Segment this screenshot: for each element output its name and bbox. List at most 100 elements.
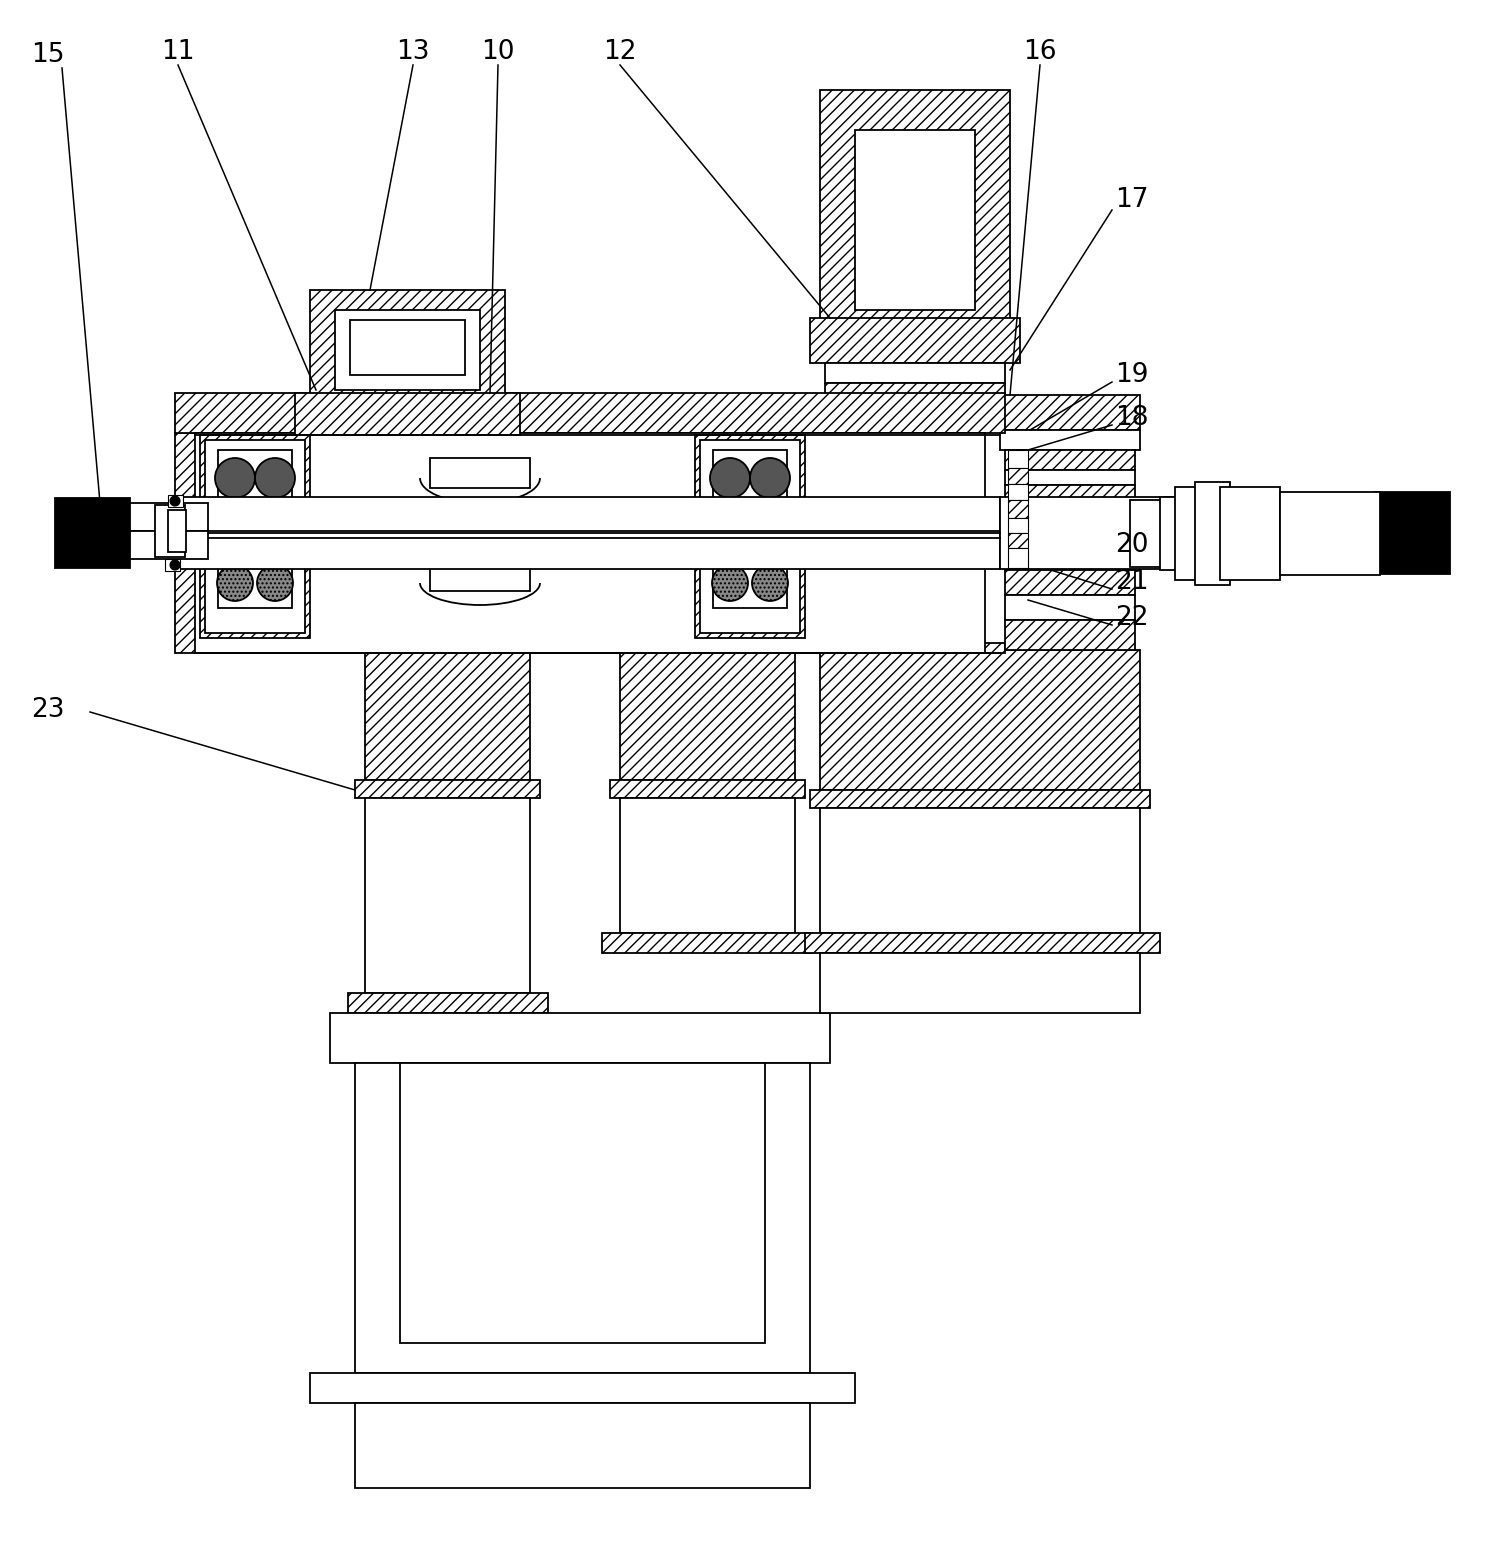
Bar xyxy=(430,459,529,488)
Text: 12: 12 xyxy=(603,39,636,65)
Bar xyxy=(155,505,185,557)
Bar xyxy=(1005,485,1136,500)
Bar xyxy=(350,320,465,375)
Bar xyxy=(168,510,186,553)
Text: 21: 21 xyxy=(1114,570,1149,594)
Bar xyxy=(329,1013,830,1062)
Bar xyxy=(355,780,540,798)
Bar xyxy=(168,496,183,506)
Bar xyxy=(820,90,1011,320)
Bar xyxy=(854,130,975,310)
Bar xyxy=(1000,497,1299,570)
Bar xyxy=(1005,449,1136,469)
Bar xyxy=(295,394,520,435)
Bar xyxy=(174,497,1000,537)
Bar xyxy=(1005,530,1136,550)
Bar xyxy=(355,1062,811,1373)
Bar xyxy=(196,432,985,653)
Bar xyxy=(59,531,208,559)
Bar xyxy=(400,1062,766,1343)
Text: 10: 10 xyxy=(481,39,514,65)
Bar xyxy=(1008,500,1029,517)
Bar xyxy=(1008,533,1029,548)
Bar xyxy=(1005,469,1136,485)
Bar xyxy=(1175,486,1200,581)
Text: 16: 16 xyxy=(1023,39,1057,65)
Bar xyxy=(200,435,310,530)
Circle shape xyxy=(257,565,293,601)
Circle shape xyxy=(256,459,295,499)
Text: 19: 19 xyxy=(1114,361,1149,388)
Bar xyxy=(699,543,800,633)
Text: 18: 18 xyxy=(1114,405,1149,431)
Circle shape xyxy=(711,565,747,601)
Bar xyxy=(805,933,1160,953)
Circle shape xyxy=(752,565,788,601)
Bar xyxy=(1280,493,1381,574)
Bar xyxy=(430,564,529,591)
Bar xyxy=(1008,449,1029,468)
Bar xyxy=(205,543,305,633)
Text: 22: 22 xyxy=(1114,605,1149,631)
Text: 13: 13 xyxy=(396,39,430,65)
Bar xyxy=(174,432,1005,537)
Bar xyxy=(1375,493,1450,574)
Bar xyxy=(1005,550,1136,570)
Text: 17: 17 xyxy=(1114,187,1149,213)
Bar xyxy=(365,650,529,780)
Text: 23: 23 xyxy=(32,696,65,723)
Bar xyxy=(1005,621,1136,650)
Bar xyxy=(811,791,1151,808)
Circle shape xyxy=(750,459,790,499)
Bar xyxy=(355,1403,811,1488)
Bar xyxy=(820,403,1011,642)
Bar xyxy=(310,290,505,395)
Bar xyxy=(1160,497,1185,570)
Bar xyxy=(218,553,292,608)
Text: 20: 20 xyxy=(1114,533,1149,557)
Bar xyxy=(205,440,305,525)
Bar xyxy=(1008,548,1029,568)
Bar xyxy=(200,537,310,638)
Bar xyxy=(811,318,1020,363)
Bar xyxy=(1005,594,1136,621)
Bar xyxy=(620,650,796,780)
Bar xyxy=(1196,482,1230,585)
Circle shape xyxy=(170,496,180,506)
Bar xyxy=(1130,500,1181,567)
Bar xyxy=(1008,517,1029,533)
Bar xyxy=(174,394,1005,432)
Bar xyxy=(695,537,805,638)
Bar xyxy=(826,383,1005,403)
Bar xyxy=(602,933,812,953)
Circle shape xyxy=(215,459,256,499)
Bar xyxy=(335,310,480,391)
Text: 11: 11 xyxy=(161,39,194,65)
Bar xyxy=(699,440,800,525)
Circle shape xyxy=(217,565,253,601)
Bar xyxy=(713,553,787,608)
Bar xyxy=(1000,395,1140,429)
Circle shape xyxy=(170,560,180,570)
Bar xyxy=(1005,570,1136,594)
Bar xyxy=(713,449,787,505)
Bar xyxy=(1005,500,1136,530)
Bar xyxy=(826,363,1005,383)
Circle shape xyxy=(710,459,750,499)
Bar xyxy=(56,499,129,568)
Bar xyxy=(820,650,1140,791)
Bar xyxy=(620,798,796,933)
Bar xyxy=(1008,468,1029,483)
Bar xyxy=(820,953,1140,1013)
Bar xyxy=(218,449,292,505)
Bar xyxy=(820,808,1140,933)
Bar xyxy=(347,993,547,1013)
Bar xyxy=(365,798,529,993)
Bar xyxy=(1008,483,1029,500)
Bar xyxy=(1000,429,1140,449)
Bar xyxy=(174,531,1000,570)
Bar xyxy=(1220,486,1280,581)
Bar xyxy=(695,435,805,530)
Bar xyxy=(310,1373,854,1403)
Text: 15: 15 xyxy=(32,42,65,68)
